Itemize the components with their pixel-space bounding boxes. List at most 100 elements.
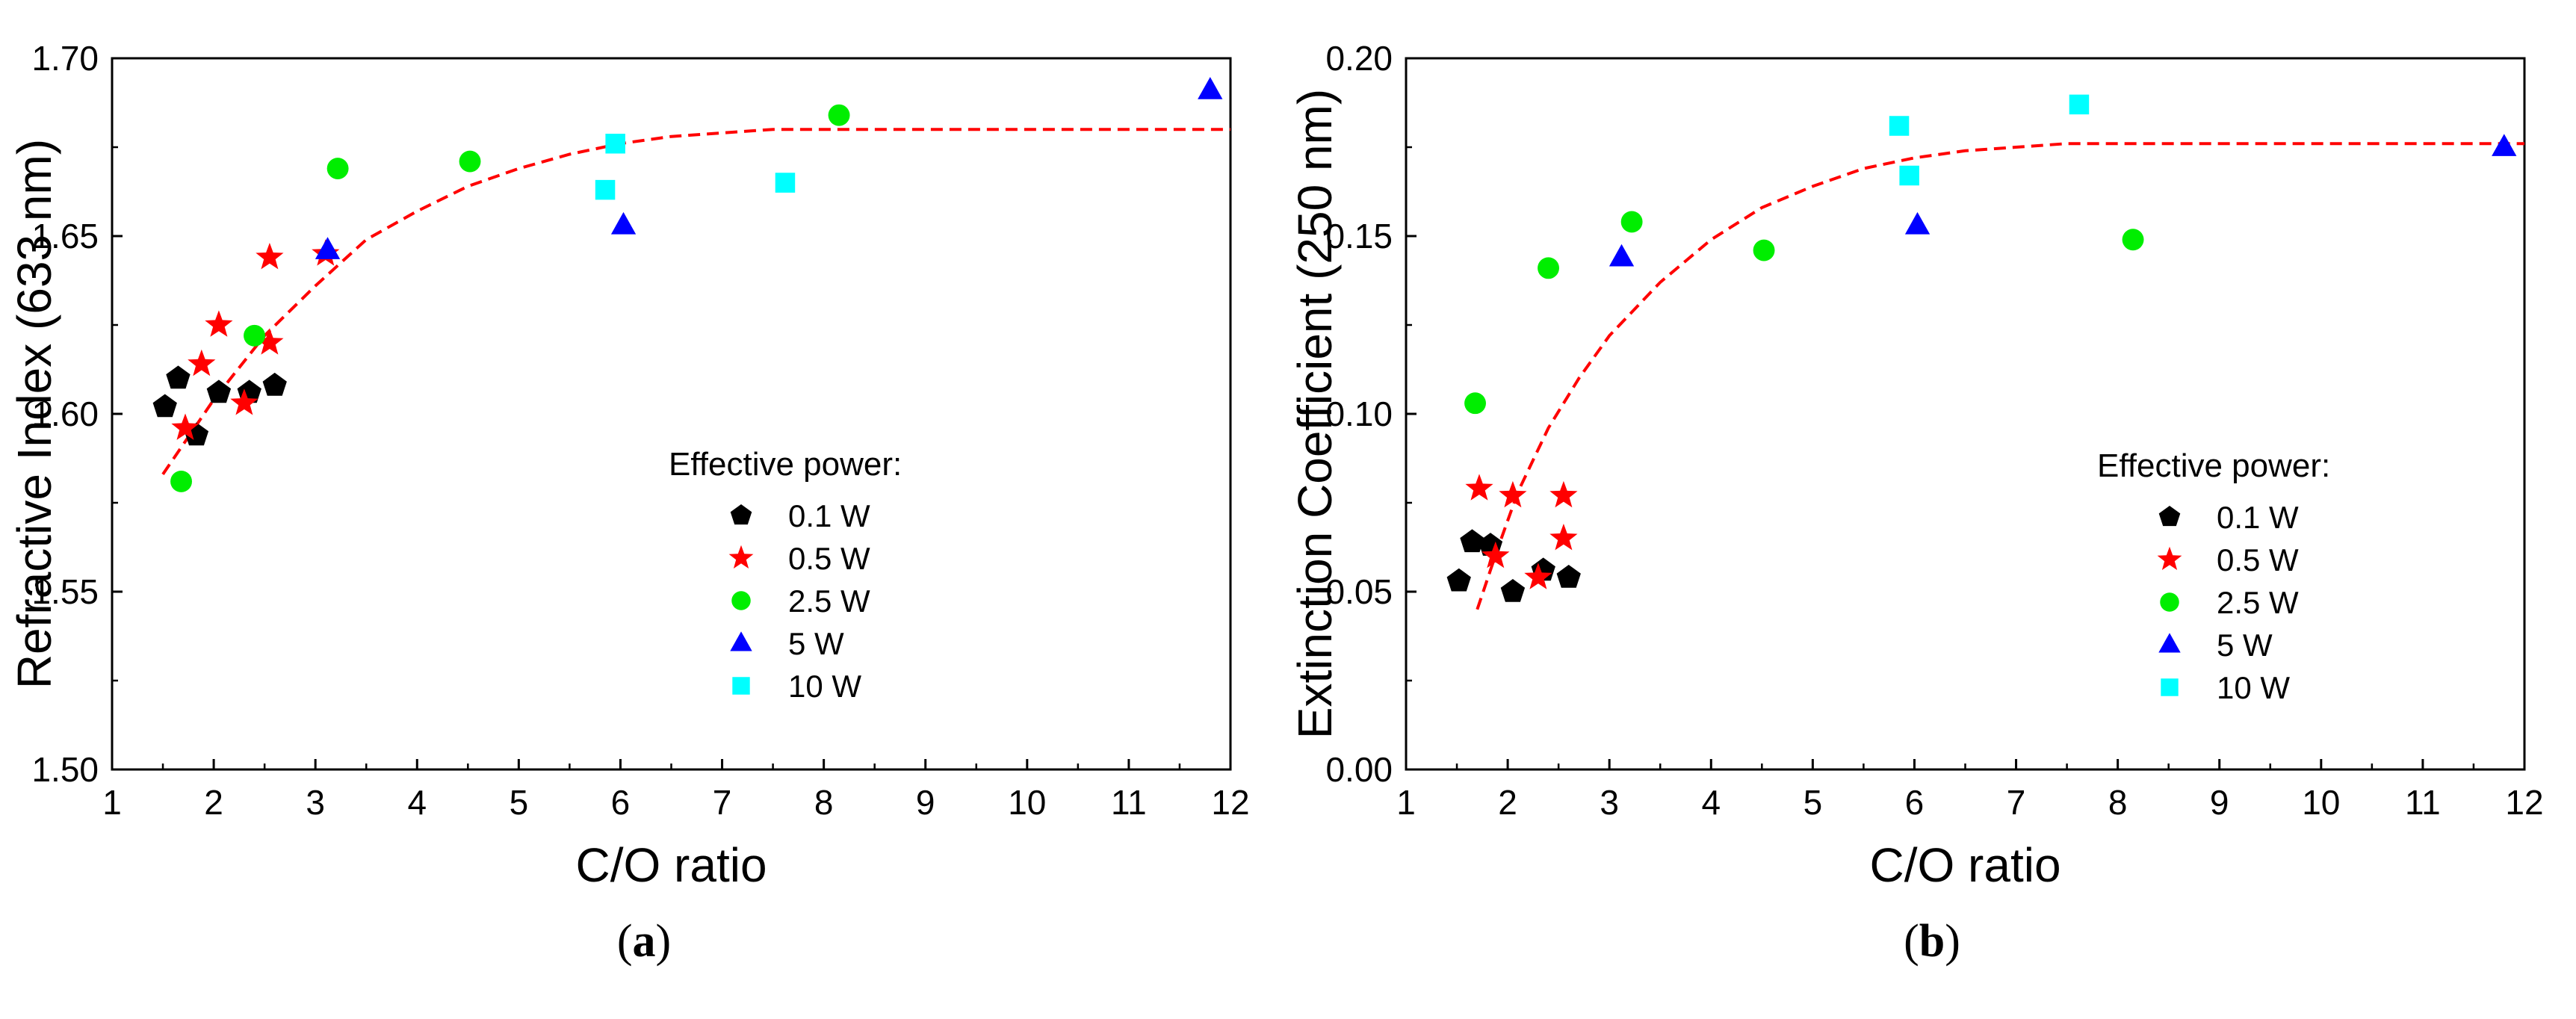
y-tick-label: 1.50 [31, 750, 99, 789]
legend-label: 0.1 W [2217, 500, 2299, 535]
x-axis-title: C/O ratio [575, 838, 767, 892]
data-point [1198, 77, 1223, 99]
chart-extinction-coefficient: 1 2 3 4 5 6 7 8 9 10 11 120.000.050.100.150.20C/O r… [1288, 39, 2544, 892]
legend-label: 2.5 W [2217, 585, 2299, 620]
x-tick-label: 5 [1803, 783, 1823, 822]
data-point [171, 413, 199, 440]
y-tick-label: 1.60 [31, 394, 99, 433]
legend-label: 0.5 W [2217, 542, 2299, 577]
x-axis-title: C/O ratio [1869, 838, 2061, 892]
data-point [256, 328, 284, 355]
panel-a-label: a [632, 916, 656, 967]
data-point [1499, 480, 1527, 508]
data-point [1500, 579, 1526, 602]
data-point [610, 211, 637, 235]
y-tick-label: 0.05 [1325, 572, 1393, 611]
data-point [188, 349, 216, 377]
y-tick-label: 1.65 [31, 217, 99, 255]
data-point [1753, 239, 1775, 261]
y-axis-title: Extinction Coefficient (250 nm) [1288, 89, 1342, 739]
y-tick-label: 1.70 [31, 39, 99, 78]
panel-b-caption: (b) [1904, 916, 1960, 967]
data-point [775, 173, 796, 193]
x-tick-label: 1 [1396, 783, 1416, 822]
y-tick-label: 0.10 [1325, 394, 1393, 433]
legend-label: 0.1 W [788, 498, 870, 533]
data-point [605, 134, 625, 154]
legend-marker [731, 591, 751, 610]
data-point [1481, 541, 1510, 569]
y-tick-label: 0.20 [1325, 39, 1393, 78]
x-tick-label: 11 [2405, 783, 2441, 822]
data-point [2122, 229, 2144, 251]
x-tick-label: 9 [916, 783, 935, 822]
data-point [262, 372, 287, 396]
data-point [2069, 94, 2090, 115]
panel-b-label: b [1919, 916, 1945, 967]
data-point [1549, 524, 1578, 551]
data-point [1465, 474, 1493, 501]
x-tick-label: 12 [1211, 783, 1249, 822]
data-point [205, 310, 233, 337]
data-point [595, 179, 616, 200]
panel-b: 1 2 3 4 5 6 7 8 9 10 11 12 0.00 0.05 0.10 0.15 0.20 C/O r… [1288, 0, 2576, 1019]
x-tick-label: 9 [2210, 783, 2229, 822]
x-tick-label: 4 [407, 783, 427, 822]
data-point [230, 388, 258, 415]
x-tick-label: 6 [1905, 783, 1925, 822]
legend-marker [2157, 546, 2182, 570]
x-tick-label: 3 [1600, 783, 1619, 822]
data-point [1899, 165, 1919, 186]
legend-label: 5 W [2217, 628, 2273, 663]
fit-curve [1476, 142, 2524, 610]
plot-frame [1405, 57, 2526, 771]
x-tick-label: 1 [102, 783, 122, 822]
y-axis-title: Refractive Index (633 nm) [7, 139, 61, 689]
legend-title: Effective power: [669, 446, 902, 483]
legend-marker [728, 545, 754, 569]
y-tick-label: 1.55 [31, 572, 99, 611]
data-point [326, 158, 349, 180]
legend-marker [2160, 592, 2179, 612]
data-point [1620, 211, 1643, 233]
x-tick-label: 8 [2108, 783, 2128, 822]
legend-marker [2161, 678, 2179, 696]
legend-marker [2158, 506, 2181, 527]
y-tick-label: 0.15 [1325, 217, 1393, 255]
data-point [315, 237, 341, 259]
x-tick-label: 8 [814, 783, 834, 822]
legend-label: 0.5 W [788, 541, 870, 576]
data-point [206, 380, 232, 403]
data-point [1446, 568, 1471, 592]
data-point [256, 243, 284, 270]
x-tick-label: 11 [1111, 783, 1147, 822]
legend-marker [730, 631, 752, 651]
data-point [1609, 244, 1635, 267]
data-point [1524, 563, 1552, 589]
data-point [1460, 529, 1484, 553]
panel-a: 1 2 3 4 5 6 7 8 9 10 11 12 1.50 1.55 1.60 1.65 1.70 C/O r… [7, 39, 1250, 967]
chart-refractive-index: 1 2 3 4 5 6 7 8 9 10 11 121.501.551.601.651.70C/O r… [7, 39, 1250, 892]
legend-marker [2158, 633, 2181, 653]
legend-marker [732, 677, 750, 695]
data-point [828, 104, 850, 126]
data-point [2492, 134, 2517, 156]
x-tick-label: 2 [1498, 783, 1517, 822]
x-tick-label: 7 [713, 783, 732, 822]
plot-frame [111, 57, 1232, 771]
x-tick-label: 10 [2302, 783, 2340, 822]
legend-label: 2.5 W [788, 583, 870, 619]
data-point [1904, 211, 1931, 235]
x-tick-label: 2 [204, 783, 223, 822]
data-point [152, 394, 177, 418]
data-point [459, 150, 481, 173]
legend-marker [730, 504, 752, 525]
legend-label: 10 W [788, 669, 861, 704]
data-point [1464, 392, 1486, 415]
data-point [170, 470, 192, 492]
x-tick-label: 10 [1008, 783, 1046, 822]
legend-title: Effective power: [2097, 447, 2330, 484]
x-tick-label: 3 [306, 783, 325, 822]
data-point [1556, 565, 1581, 588]
data-point [1549, 480, 1578, 508]
